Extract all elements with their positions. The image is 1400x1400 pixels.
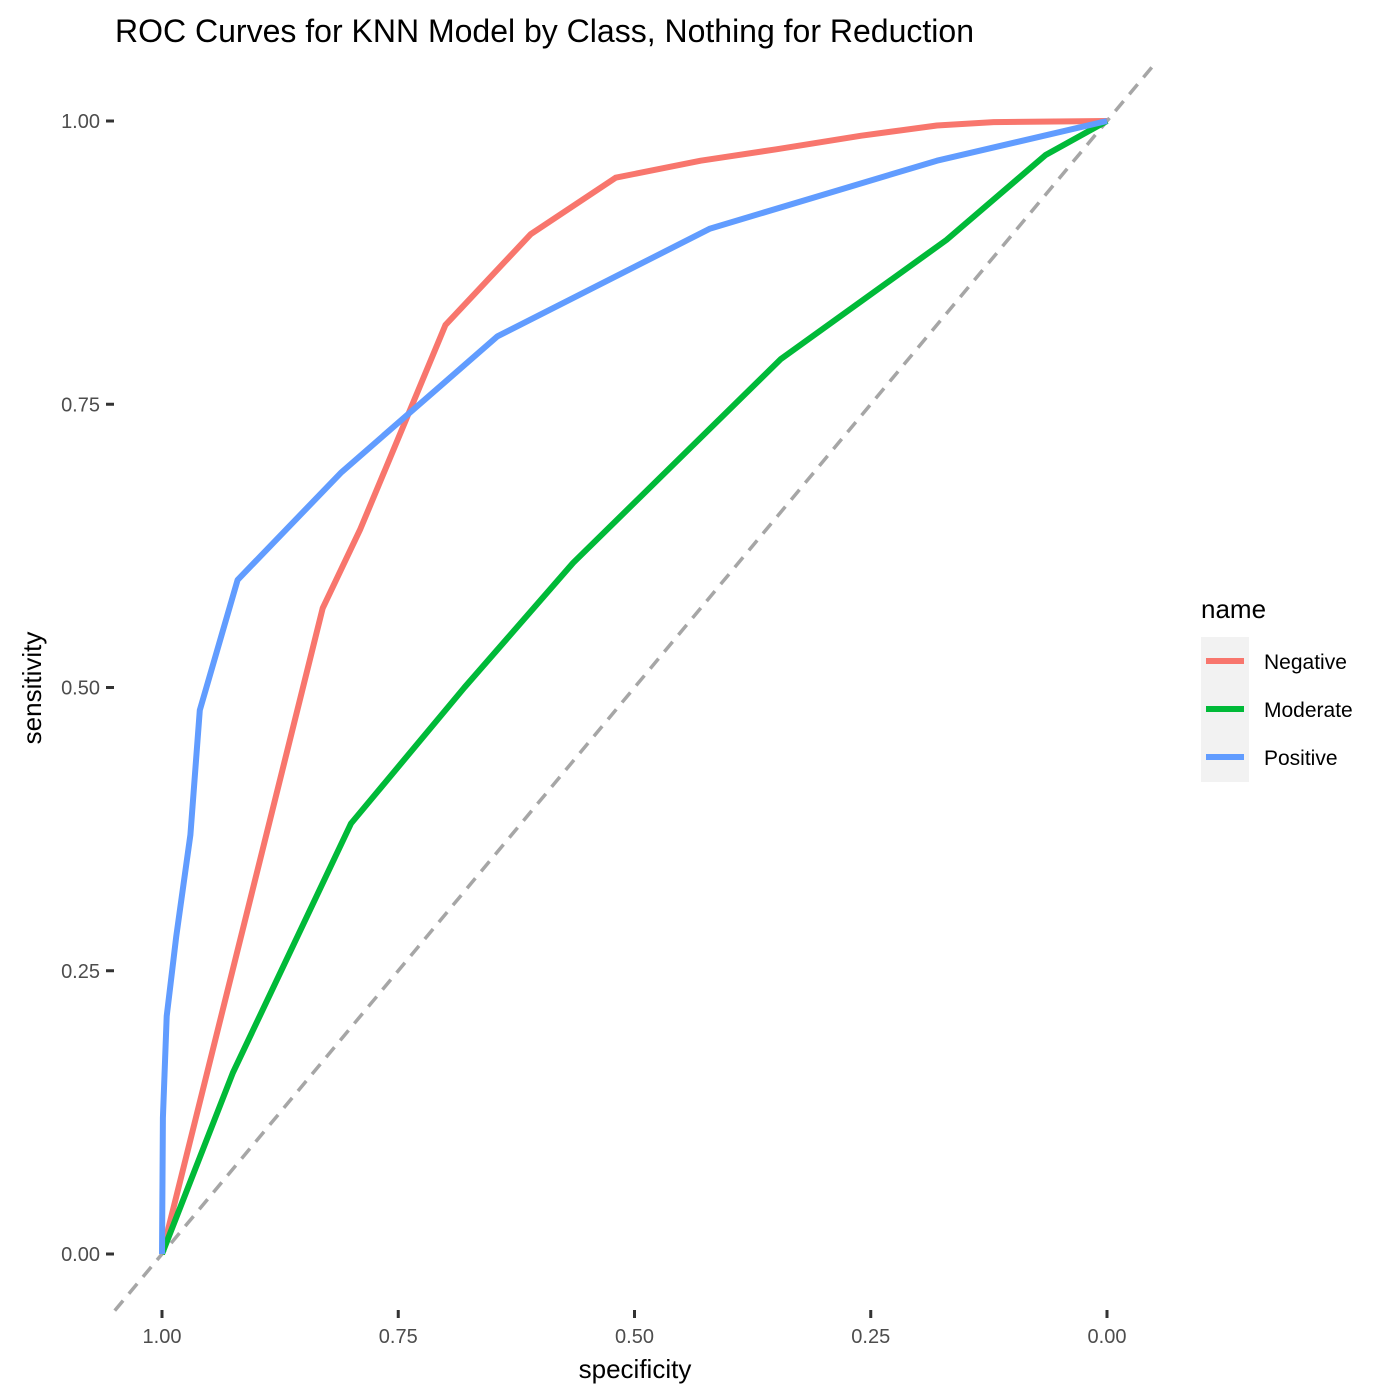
- x-tick-label: 0.00: [1088, 1326, 1127, 1348]
- legend-title: name: [1201, 594, 1266, 624]
- x-tick-label: 0.25: [851, 1326, 890, 1348]
- roc-line-negative: [159, 118, 1108, 1255]
- plot-panel: [113, 63, 1156, 1312]
- x-tick-label: 0.75: [379, 1326, 418, 1348]
- legend: name Negative Moderate Positive: [1201, 594, 1353, 782]
- reference-diagonal-line: [113, 63, 1156, 1312]
- x-axis-title: specificity: [579, 1354, 692, 1384]
- y-tick-label: 1.00: [61, 111, 100, 133]
- roc-line-moderate: [159, 118, 1109, 1256]
- chart-title: ROC Curves for KNN Model by Class, Nothi…: [115, 13, 974, 49]
- legend-label-moderate: Moderate: [1264, 699, 1353, 722]
- y-axis: 0.00 0.25 0.50 0.75 1.00: [61, 111, 114, 1266]
- y-axis-title: sensitivity: [17, 632, 47, 745]
- x-tick-label: 1.00: [143, 1326, 182, 1348]
- legend-label-positive: Positive: [1264, 747, 1338, 770]
- y-tick-label: 0.75: [61, 394, 100, 416]
- roc-line-positive: [159, 118, 1108, 1255]
- y-tick-label: 0.00: [61, 1244, 100, 1266]
- x-axis: 1.00 0.75 0.50 0.25 0.00: [143, 1310, 1127, 1348]
- y-tick-label: 0.50: [61, 678, 100, 700]
- legend-label-negative: Negative: [1264, 651, 1347, 674]
- x-tick-label: 0.50: [615, 1326, 654, 1348]
- y-tick-label: 0.25: [61, 961, 100, 983]
